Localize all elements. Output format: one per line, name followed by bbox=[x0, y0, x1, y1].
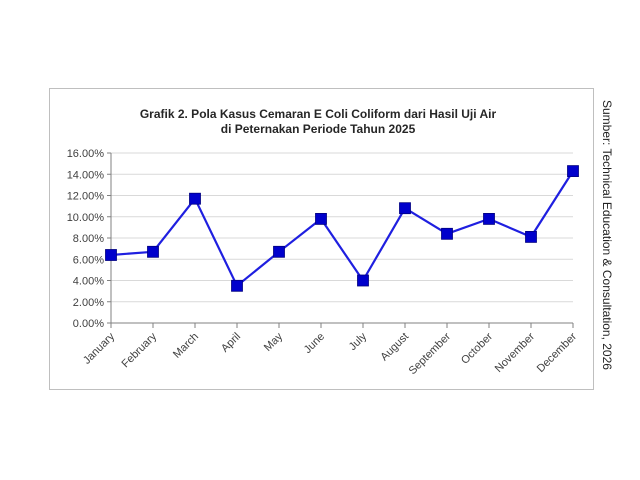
x-tick-label: November bbox=[493, 330, 538, 375]
data-point-marker bbox=[147, 245, 159, 258]
y-tick-labels: 0.00% 2.00% 4.00% 6.00% 8.00% 10.00% 12.00% 14.… bbox=[67, 148, 105, 330]
x-tick-label: January bbox=[81, 330, 118, 367]
x-tick-label: February bbox=[120, 330, 160, 370]
data-point-marker bbox=[399, 202, 411, 215]
x-tick-label: October bbox=[459, 330, 495, 366]
source-note-text: Sumber: Technical Education & Consultati… bbox=[600, 100, 614, 370]
series-line-path bbox=[110, 170, 574, 287]
data-point-marker bbox=[357, 274, 369, 287]
x-tick-label: May bbox=[262, 330, 286, 354]
x-tick-label: September bbox=[407, 330, 454, 377]
gridlines bbox=[111, 152, 573, 303]
x-tick-label: December bbox=[535, 330, 580, 375]
y-tick-label: 0.00% bbox=[73, 318, 104, 330]
data-point-marker bbox=[483, 213, 495, 225]
data-point-marker bbox=[273, 245, 285, 258]
x-tick-label: March bbox=[171, 331, 201, 361]
data-point-marker bbox=[231, 279, 243, 292]
x-tick-label: June bbox=[302, 331, 327, 356]
data-point-marker bbox=[105, 249, 117, 261]
line-chart: Grafik 2. Pola Kasus Cemaran E Coli Coli… bbox=[67, 107, 580, 377]
y-tick-label: 6.00% bbox=[73, 254, 104, 266]
y-tick-label: 2.00% bbox=[73, 297, 104, 309]
y-tick-label: 10.00% bbox=[67, 212, 105, 224]
chart-title-line-1: Grafik 2. Pola Kasus Cemaran E Coli Coli… bbox=[140, 107, 497, 121]
x-tick-labels: January February March April May June July Augu… bbox=[81, 330, 579, 377]
data-point-marker bbox=[189, 192, 201, 205]
data-point-marker bbox=[525, 230, 537, 243]
chart-title-line-2: di Peternakan Periode Tahun 2025 bbox=[221, 122, 416, 136]
y-tick-label: 12.00% bbox=[67, 191, 105, 203]
data-point-marker bbox=[567, 165, 579, 177]
data-point-marker bbox=[315, 213, 327, 225]
y-tick-label: 8.00% bbox=[73, 233, 104, 245]
y-tick-label: 4.00% bbox=[73, 276, 104, 288]
x-tick-label: August bbox=[378, 331, 411, 364]
chart-frame: Grafik 2. Pola Kasus Cemaran E Coli Coli… bbox=[49, 88, 594, 390]
y-tick-label: 14.00% bbox=[67, 169, 105, 181]
series-markers bbox=[105, 165, 579, 292]
source-note: Sumber: Technical Education & Consultati… bbox=[600, 100, 620, 390]
series-line bbox=[110, 170, 574, 287]
data-point-marker bbox=[441, 227, 453, 240]
y-tick-label: 16.00% bbox=[67, 148, 105, 160]
x-tick-label: July bbox=[347, 330, 370, 353]
x-tick-label: April bbox=[219, 331, 243, 355]
